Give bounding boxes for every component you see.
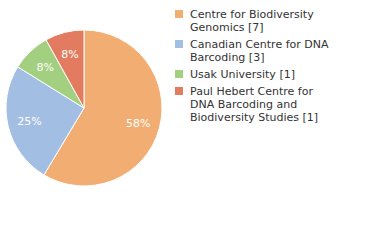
legend-swatch <box>175 40 183 48</box>
data-label: 8% <box>61 48 78 61</box>
data-labels: 58% 25% 8% 8% <box>17 48 150 130</box>
legend-swatch <box>175 70 183 78</box>
legend-swatch <box>175 87 183 95</box>
data-label: 25% <box>17 115 41 128</box>
legend-swatch <box>175 10 183 18</box>
slices <box>6 30 162 186</box>
data-label: 8% <box>37 61 54 74</box>
legend-label: Paul Hebert Centre forDNA Barcoding andB… <box>190 85 318 124</box>
data-label: 58% <box>126 117 150 130</box>
legend: Centre for BiodiversityGenomics [7] Canad… <box>175 8 329 124</box>
legend-label: Canadian Centre for DNABarcoding [3] <box>190 38 329 64</box>
legend-label: Usak University [1] <box>190 68 295 81</box>
legend-label: Centre for BiodiversityGenomics [7] <box>190 8 314 34</box>
chart: 58% 25% 8% 8% Centre for BiodiversityGenomic… <box>0 0 380 240</box>
